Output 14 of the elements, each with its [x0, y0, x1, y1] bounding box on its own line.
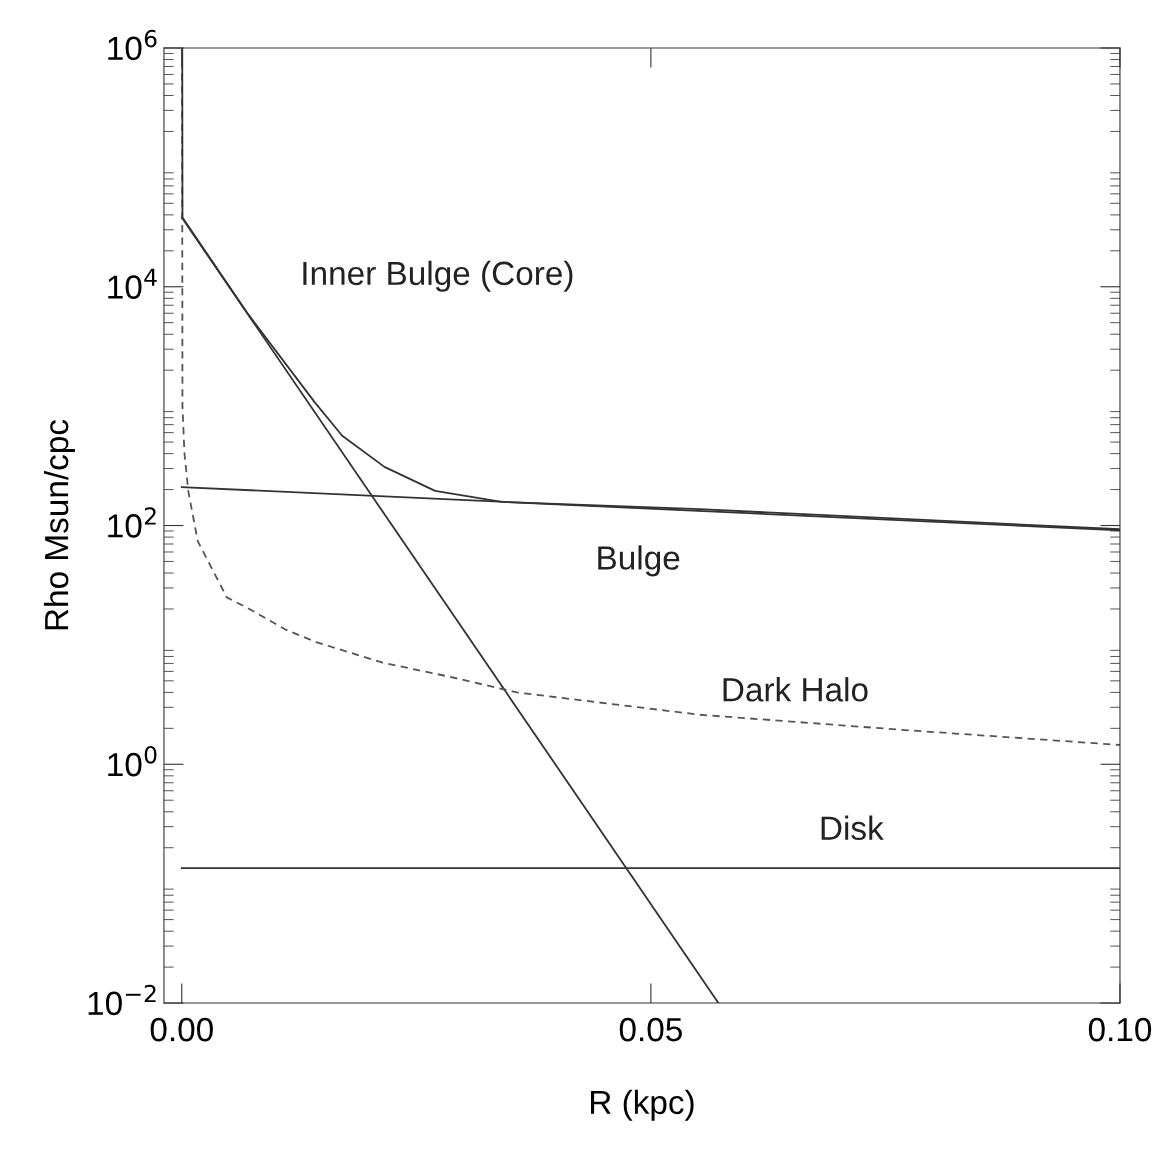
series-label: Bulge — [598, 545, 680, 577]
x-tick-label: 0.10 — [1088, 1017, 1152, 1042]
x-axis-title: R (kpc) — [591, 1089, 694, 1121]
y-tick-label: 10$^{6}$ — [108, 29, 157, 61]
y-axis-title: Rho Msun/cpc — [43, 419, 75, 630]
y-tick-label: 10$^{0}$ — [108, 746, 157, 777]
x-tick-label: 0.00 — [150, 1017, 213, 1042]
y-tick-label: 10$^{4}$ — [108, 268, 157, 299]
series-label: Dark Halo — [723, 677, 868, 702]
y-tick-label: 10$^{−2}$ — [88, 984, 156, 1016]
series-label: Inner Bulge (Core) — [303, 260, 573, 292]
series-label: Disk — [821, 815, 884, 841]
y-tick-label: 10$^{2}$ — [108, 507, 156, 538]
x-tick-label: 0.05 — [619, 1017, 682, 1042]
